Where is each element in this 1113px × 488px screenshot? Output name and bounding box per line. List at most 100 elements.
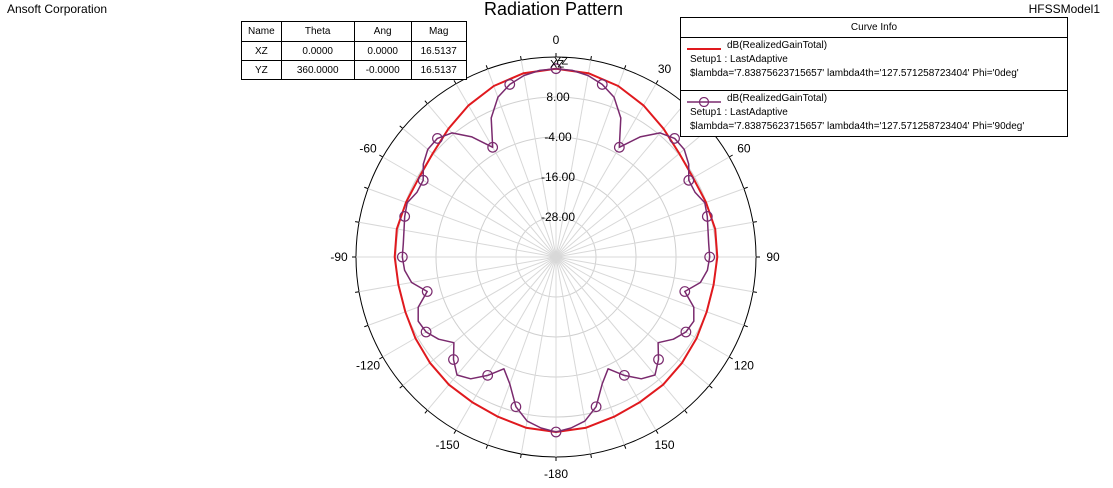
polar-tick-mark <box>752 221 757 223</box>
legend-entry-params: $lambda='7.83875623715657' lambda4th='12… <box>690 121 1025 132</box>
marker-ang-cell: -0.0000 <box>353 60 412 80</box>
marker-table: Name Theta Ang Mag XZ 0.0000 0.0000 16.5… <box>241 21 467 80</box>
legend-title: Curve Info <box>681 18 1067 38</box>
marker-theta-cell: 360.0000 <box>280 60 355 80</box>
angle-tick-label: 120 <box>734 359 754 373</box>
series-phi-90-marker <box>596 79 608 90</box>
curve-info-legend[interactable]: Curve Info dB(RealizedGainTotal) Setup1 … <box>680 17 1068 137</box>
series-phi-90-trace <box>401 67 711 433</box>
marker-mag-cell: 16.5137 <box>410 60 467 80</box>
polar-grid-spoke <box>402 256 557 386</box>
radial-tick-label: -4.00 <box>544 130 572 144</box>
series-phi-90-marker <box>653 354 664 365</box>
series-phi-90-marker <box>417 174 429 186</box>
polar-grid-spoke <box>382 156 557 258</box>
polar-tick-mark <box>399 385 404 389</box>
polar-tick-mark <box>590 453 592 458</box>
marker-table-row: XZ 0.0000 0.0000 16.5137 <box>241 41 467 61</box>
angle-tick-label: -120 <box>356 359 380 373</box>
polar-tick-mark <box>355 291 360 293</box>
polar-tick-mark <box>623 444 627 449</box>
radial-tick-label: 8.00 <box>546 90 570 104</box>
polar-labels: 0 30 60 90 120 150 -180 -150 -120 -90 -60 -28.00 -16… <box>330 33 780 481</box>
polar-grid-spoke <box>367 188 557 258</box>
polar-grid-spoke <box>555 256 754 293</box>
legend-entry-setup: Setup1 : LastAdaptive <box>690 54 788 65</box>
legend-entry-phi-0[interactable]: dB(RealizedGainTotal) Setup1 : LastAdapt… <box>681 38 1067 91</box>
marker-table-header: Theta <box>280 21 355 42</box>
polar-tick-mark <box>424 409 428 414</box>
radial-tick-label: -28.00 <box>541 210 575 224</box>
marker-annotation: XZ <box>550 59 564 71</box>
company-label: Ansoft Corporation <box>7 2 108 16</box>
polar-tick-mark <box>453 429 457 434</box>
angle-tick-label: 60 <box>737 142 751 156</box>
legend-entry-setup: Setup1 : LastAdaptive <box>690 107 788 118</box>
angle-tick-label: 30 <box>658 62 672 76</box>
legend-entry-phi-90[interactable]: dB(RealizedGainTotal) Setup1 : LastAdapt… <box>681 91 1067 143</box>
marker-mag-cell: 16.5137 <box>410 41 467 61</box>
series-phi-90-marker <box>504 79 516 90</box>
red-line-swatch-icon <box>687 48 721 50</box>
polar-grid <box>352 53 760 461</box>
polar-tick-mark <box>520 56 522 61</box>
series-phi-90-marker <box>701 211 713 222</box>
polar-grid-spoke <box>555 188 745 258</box>
series-phi-90-marker <box>704 251 716 263</box>
marker-table-header: Ang <box>353 21 412 42</box>
polar-tick-mark <box>623 65 627 70</box>
polar-tick-mark <box>424 100 428 105</box>
series-phi-90-marker <box>396 251 408 263</box>
angle-tick-label: -150 <box>435 438 459 452</box>
angle-tick-label: -180 <box>544 467 568 481</box>
polar-tick-mark <box>743 324 748 328</box>
marker-table-row: YZ 360.0000 -0.0000 16.5137 <box>241 60 467 80</box>
polar-grid-spoke <box>555 59 592 258</box>
polar-traces <box>393 63 719 438</box>
series-phi-90-marker <box>510 401 522 413</box>
polar-tick-mark <box>743 186 748 190</box>
angle-tick-label: 150 <box>654 438 674 452</box>
polar-grid-spoke <box>555 68 625 258</box>
series-phi-90-marker <box>550 63 562 75</box>
polar-tick-mark <box>728 154 733 158</box>
polar-tick-mark <box>379 356 384 360</box>
legend-entry-name: dB(RealizedGainTotal) <box>727 93 828 104</box>
angle-tick-label: 0 <box>553 33 560 47</box>
polar-tick-mark <box>655 80 659 85</box>
series-phi-90-marker <box>432 133 443 144</box>
polar-grid-spoke <box>358 221 557 258</box>
purple-circle-line-swatch-icon <box>687 97 721 107</box>
polar-grid-spoke <box>555 256 710 386</box>
polar-tick-mark <box>355 221 360 223</box>
polar-grid-spoke <box>555 156 730 258</box>
polar-tick-mark <box>485 65 489 70</box>
polar-tick-mark <box>684 409 688 414</box>
polar-grid-spoke <box>382 256 557 358</box>
angle-tick-label: 90 <box>766 250 780 264</box>
angle-tick-label: -60 <box>359 142 377 156</box>
series-phi-90-marker <box>618 369 630 381</box>
series-phi-90-marker <box>448 354 459 365</box>
marker-theta-cell: 0.0000 <box>280 41 355 61</box>
marker-table-header-row: Name Theta Ang Mag <box>241 21 467 42</box>
series-phi-90-marker <box>613 141 625 153</box>
series-phi-90-marker <box>399 211 411 222</box>
series-phi-90-marker <box>550 426 562 438</box>
series-phi-90-marker <box>590 401 602 413</box>
polar-tick-mark <box>364 186 369 190</box>
series-phi-90-marker <box>482 369 494 381</box>
series-phi-90-marker <box>421 286 433 297</box>
polar-tick-mark <box>379 154 384 158</box>
legend-entry-name: dB(RealizedGainTotal) <box>727 40 828 51</box>
polar-tick-mark <box>364 324 369 328</box>
polar-grid-spoke <box>455 83 557 258</box>
polar-tick-mark <box>728 356 733 360</box>
polar-grid-spoke <box>555 256 625 446</box>
polar-grid-spoke <box>555 256 730 358</box>
marker-annotation: YZ <box>554 56 568 68</box>
marker-ang-cell: 0.0000 <box>353 41 412 61</box>
series-phi-90-marker <box>680 326 692 338</box>
polar-tick-mark <box>520 453 522 458</box>
